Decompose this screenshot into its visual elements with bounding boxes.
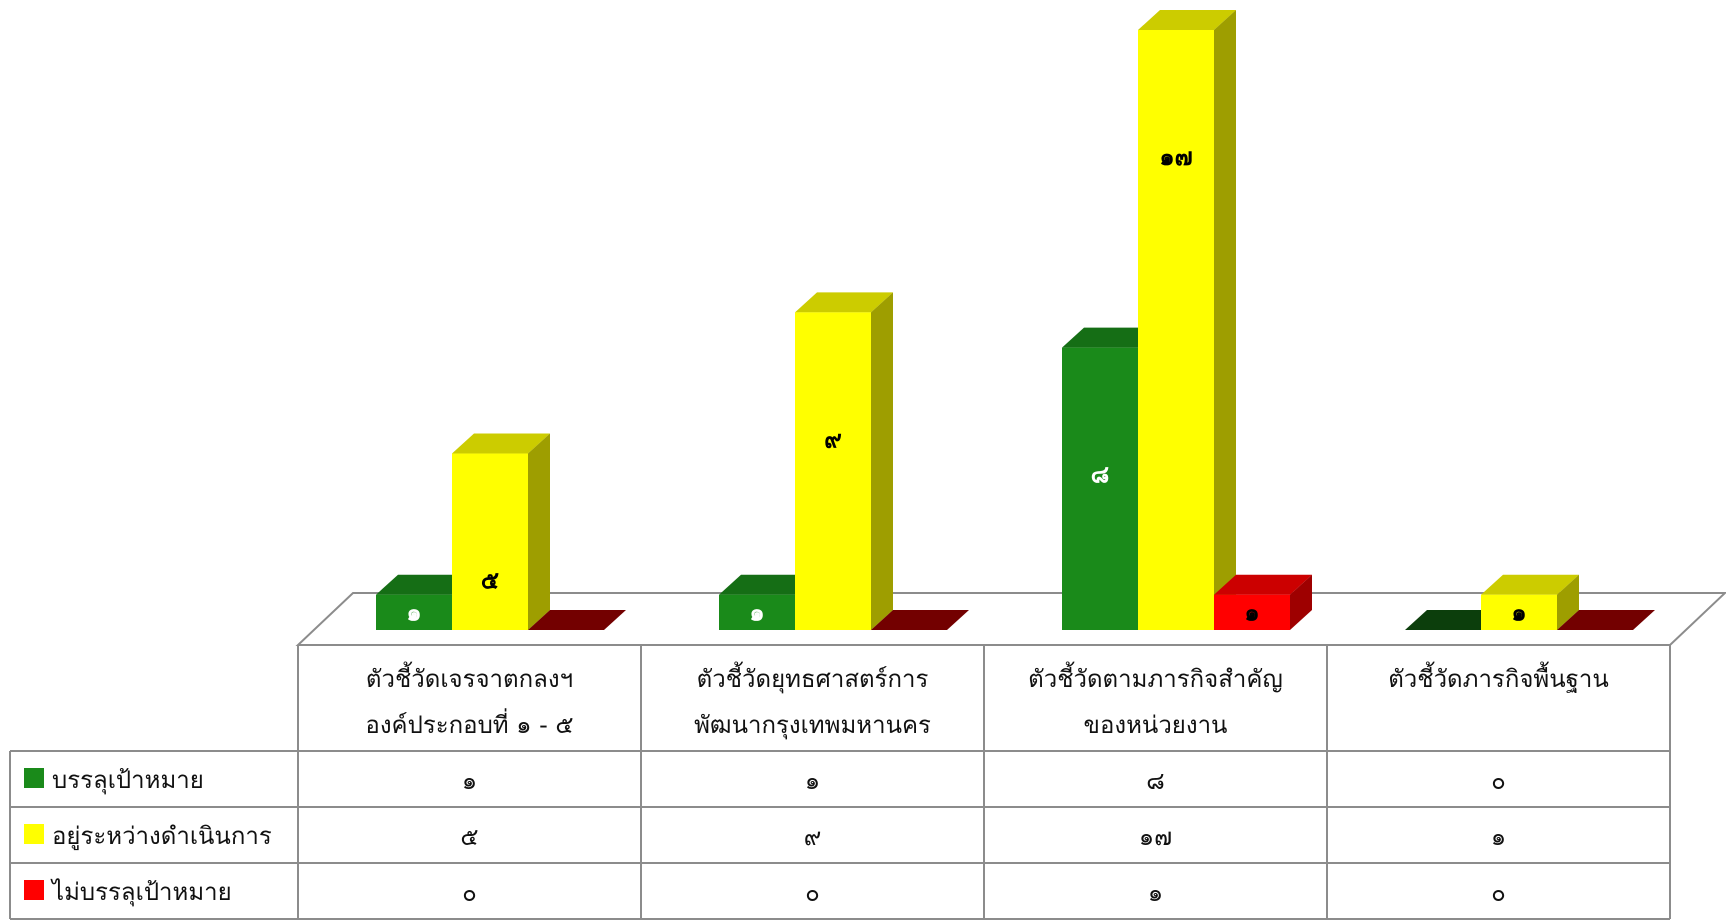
legend-swatch-3	[24, 880, 44, 900]
category-label-4: ตัวชี้วัดภารกิจพื้นฐาน	[1388, 661, 1609, 693]
bar-1-cat-4	[1405, 610, 1503, 630]
bar-2-cat-3	[1138, 10, 1236, 630]
table-cell-3-3: ๑	[1148, 879, 1163, 907]
table-cell-2-2: ๙	[804, 823, 822, 851]
category-label-3: ตัวชี้วัดตามภารกิจสำคัญ	[1028, 661, 1283, 693]
bar-label-2-cat-3: ๑๗	[1159, 143, 1192, 171]
bar-3-cat-1	[528, 610, 626, 630]
bar-label-3-cat-3: ๑	[1244, 598, 1259, 626]
series-name-3: ไม่บรรลุเป้าหมาย	[50, 878, 232, 907]
series-name-1: บรรลุเป้าหมาย	[52, 766, 204, 795]
bar-label-1-cat-1: ๑	[406, 598, 421, 626]
bar-label-2-cat-2: ๙	[824, 425, 842, 453]
bar-label-1-cat-3: ๘	[1091, 461, 1110, 489]
category-label-3: ของหน่วยงาน	[1084, 711, 1228, 739]
category-label-1: ตัวชี้วัดเจรจาตกลงฯ	[366, 661, 573, 693]
table-cell-1-2: ๑	[805, 767, 820, 795]
table-cell-3-2: ๐	[805, 879, 820, 907]
table-cell-3-4: ๐	[1491, 879, 1506, 907]
chart-floor	[295, 592, 1726, 646]
bar-3-cat-4	[1557, 610, 1655, 630]
table-cell-2-3: ๑๗	[1139, 823, 1172, 851]
legend-swatch-2	[24, 824, 44, 844]
bar-2-cat-4	[1481, 574, 1579, 630]
bar-label-2-cat-4: ๑	[1511, 598, 1526, 626]
table-cell-2-4: ๑	[1491, 823, 1506, 851]
legend-swatch-1	[24, 768, 44, 788]
bar-3-cat-2	[871, 610, 969, 630]
category-label-2: พัฒนากรุงเทพมหานคร	[694, 711, 931, 740]
category-label-2: ตัวชี้วัดยุทธศาสตร์การ	[697, 661, 929, 694]
bar-2-cat-2	[795, 292, 893, 630]
series-name-2: อยู่ระหว่างดำเนินการ	[52, 822, 272, 851]
bar-3-cat-3	[1214, 574, 1312, 630]
table-cell-3-1: ๐	[462, 879, 477, 907]
category-label-1: องค์ประกอบที่ ๑ - ๕	[365, 708, 573, 739]
table-cell-1-4: ๐	[1491, 767, 1506, 795]
table-cell-1-3: ๘	[1146, 767, 1165, 795]
bar-label-1-cat-2: ๑	[749, 598, 764, 626]
table-cell-2-1: ๕	[460, 823, 478, 851]
bar-2-cat-1	[452, 433, 550, 630]
table-cell-1-1: ๑	[462, 767, 477, 795]
bar-label-2-cat-1: ๕	[481, 567, 499, 595]
